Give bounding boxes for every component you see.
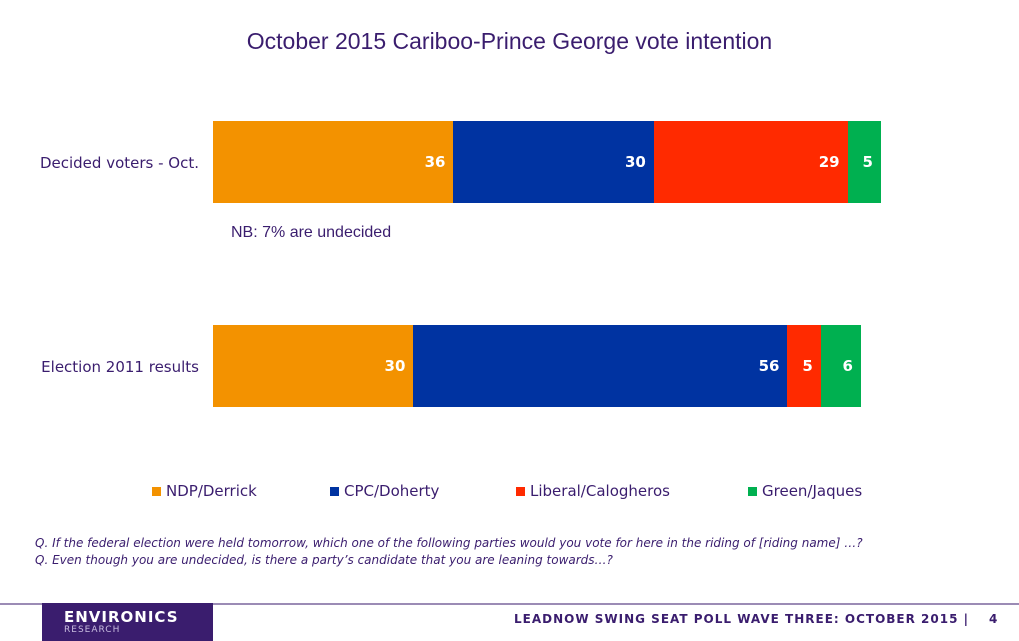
legend-label: Green/Jaques: [762, 482, 863, 500]
legend-item-1: CPC/Doherty: [330, 482, 439, 500]
data-label-decided-voters-1: 30: [624, 153, 646, 171]
question-2: Q. Even though you are undecided, is the…: [35, 553, 613, 567]
legend-label: Liberal/Calogheros: [530, 482, 670, 500]
page-number: 4: [989, 612, 998, 626]
bar-decided-voters: 36 30 29 5: [213, 121, 881, 203]
data-label-election-2011-1: 56: [758, 357, 780, 375]
legend-swatch: [748, 486, 757, 496]
data-label-election-2011-2: 5: [802, 357, 813, 375]
bar-segment-election-2011-3: 6: [820, 325, 861, 407]
bar-segment-election-2011-1: 56: [413, 325, 788, 407]
data-label-decided-voters-3: 5: [862, 153, 873, 171]
bar-segment-decided-voters-0: 36: [213, 121, 454, 203]
legend-item-2: Liberal/Calogheros: [516, 482, 670, 500]
chart-legend: NDP/Derrick CPC/Doherty Liberal/Calogheros…: [0, 482, 1019, 502]
logo-sub-text: RESEARCH: [64, 625, 121, 635]
bar-segment-decided-voters-3: 5: [847, 121, 881, 203]
question-1: Q. If the federal election were held tom…: [35, 536, 863, 550]
legend-swatch: [330, 486, 339, 496]
row-label-decided-voters: Decided voters - Oct.: [39, 154, 199, 172]
legend-item-3: Green/Jaques: [748, 482, 862, 500]
legend-swatch: [152, 486, 161, 496]
data-label-decided-voters-2: 29: [818, 153, 840, 171]
logo-main-text: ENVIRONICS: [64, 608, 179, 626]
footer-divider: [0, 603, 1019, 605]
legend-label: NDP/Derrick: [166, 482, 257, 500]
legend-label: CPC/Doherty: [344, 482, 440, 500]
bar-election-2011: 30 56 5 6: [213, 325, 861, 407]
bar-segment-decided-voters-1: 30: [453, 121, 654, 203]
undecided-note: NB: 7% are undecided: [231, 224, 392, 241]
chart-title: October 2015 Cariboo-Prince George vote …: [246, 28, 773, 54]
data-label-election-2011-0: 30: [384, 357, 406, 375]
legend-swatch: [516, 486, 525, 496]
data-label-decided-voters-0: 36: [424, 153, 446, 171]
bar-segment-decided-voters-2: 29: [653, 121, 848, 203]
legend-item-0: NDP/Derrick: [152, 482, 257, 500]
bar-segment-election-2011-2: 5: [787, 325, 821, 407]
environics-logo: ENVIRONICS RESEARCH: [42, 603, 213, 641]
bar-segment-election-2011-0: 30: [213, 325, 414, 407]
footer-title: LEADNOW SWING SEAT POLL WAVE THREE: OCTO…: [514, 612, 969, 626]
row-label-election-2011: Election 2011 results: [41, 358, 199, 376]
data-label-election-2011-3: 6: [842, 357, 853, 375]
